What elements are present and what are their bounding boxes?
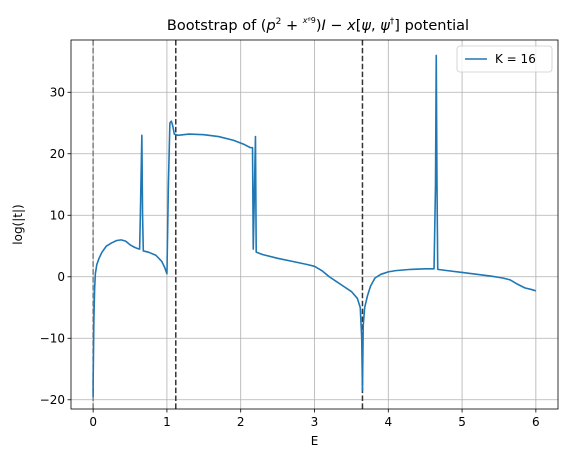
y-axis-ticks: −20 −10 0 10 20 30 — [40, 85, 71, 407]
x-tick-label: 1 — [163, 415, 171, 429]
y-tick-label: 10 — [50, 208, 65, 222]
y-tick-label: −10 — [40, 331, 65, 345]
y-tick-label: 30 — [50, 85, 65, 99]
x-axis-ticks: 0 1 2 3 4 5 6 — [89, 409, 540, 429]
series-line-0 — [92, 54, 537, 397]
y-tick-label: −20 — [40, 393, 65, 407]
x-tick-label: 5 — [458, 415, 466, 429]
legend: K = 16 — [456, 45, 553, 73]
grid — [71, 40, 558, 409]
chart-title: Bootstrap of (p2 + x⁶9)I − x[ψ, ψ†] pote… — [167, 16, 469, 34]
y-axis-label: log(|t|) — [11, 204, 25, 244]
chart-title-text: Bootstrap of (p2 + x⁶9)I − x[ψ, ψ†] pote… — [167, 16, 469, 34]
vertical-reference-lines — [92, 40, 364, 409]
x-tick-label: 2 — [237, 415, 245, 429]
legend-label: K = 16 — [495, 52, 536, 66]
series-layer — [92, 54, 537, 397]
x-axis-label: E — [311, 434, 319, 448]
y-tick-label: 20 — [50, 147, 65, 161]
x-tick-label: 4 — [384, 415, 392, 429]
x-tick-label: 3 — [311, 415, 319, 429]
x-tick-label: 6 — [532, 415, 540, 429]
y-tick-label: 0 — [57, 270, 65, 284]
x-tick-label: 0 — [89, 415, 97, 429]
legend-box — [456, 45, 553, 73]
